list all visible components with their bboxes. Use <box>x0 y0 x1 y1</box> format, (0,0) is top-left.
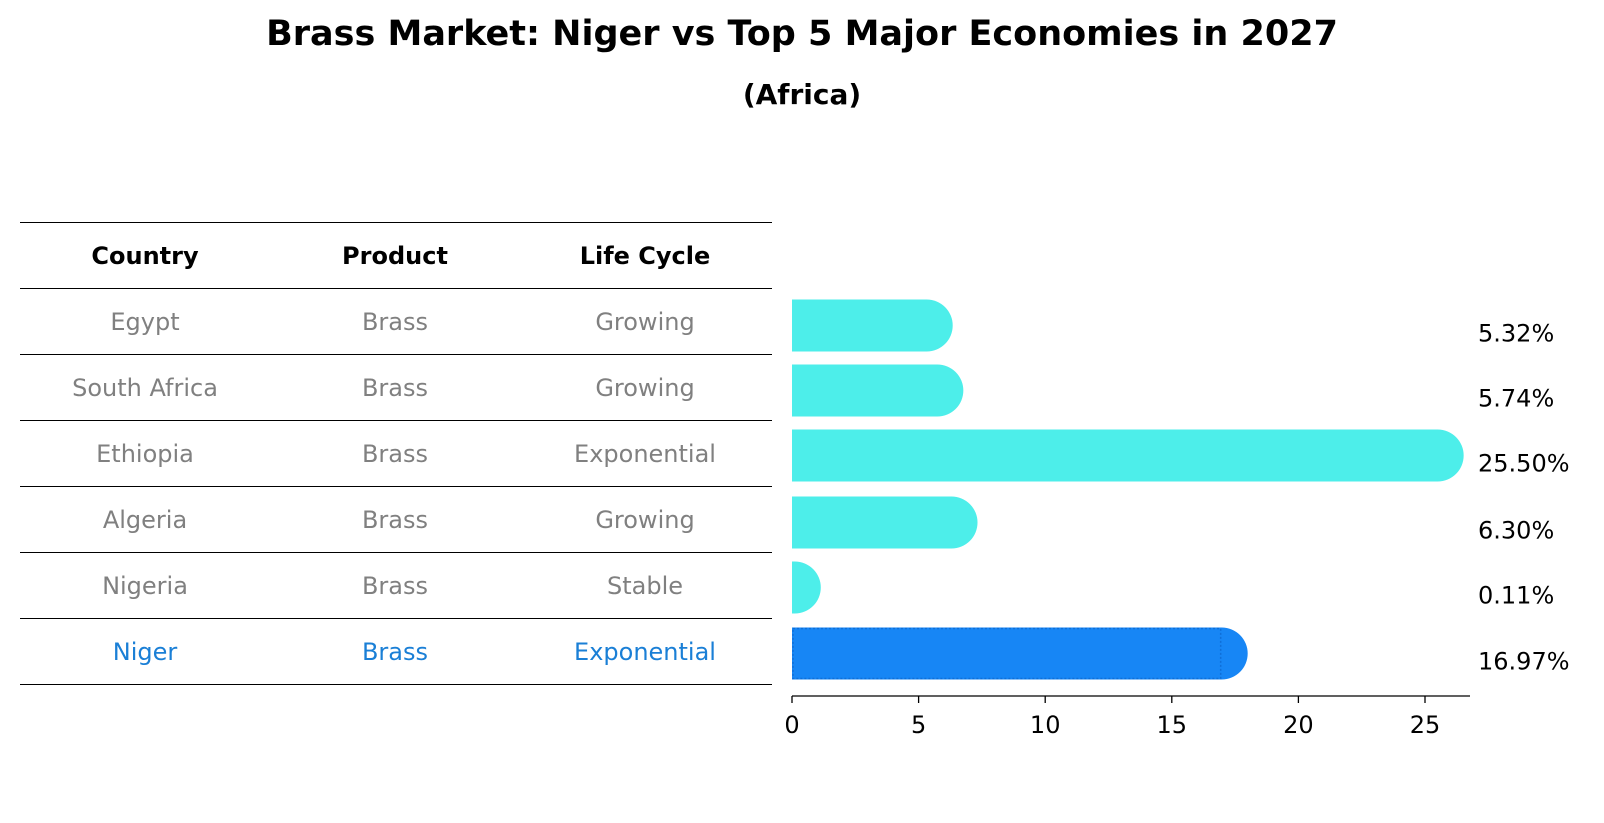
x-tick-label: 20 <box>1283 711 1314 739</box>
bar-value-label: 16.97% <box>1478 648 1570 676</box>
cell-product: Brass <box>361 571 429 600</box>
bar-south-africa <box>792 364 964 417</box>
bar-value-label: 6.30% <box>1478 517 1554 545</box>
cell-product: Brass <box>361 505 429 534</box>
cell-life-cycle: Exponential <box>574 637 716 666</box>
chart-title: Brass Market: Niger vs Top 5 Major Econo… <box>266 14 1338 54</box>
x-tick-label: 0 <box>784 711 799 739</box>
table-row: Nigeria Brass Stable <box>20 552 772 618</box>
table-row-highlight: Niger Brass Exponential <box>20 618 772 685</box>
bar-nigeria <box>792 561 821 614</box>
chart-subtitle: (Africa) <box>742 78 862 111</box>
table-header-row: Country Product Life Cycle <box>20 222 772 288</box>
cell-product: Brass <box>361 439 429 468</box>
bar-highlight-outline <box>792 627 1222 680</box>
bar-value-label: 5.32% <box>1478 320 1554 348</box>
x-tick-label: 10 <box>1030 711 1061 739</box>
header-country: Country <box>91 241 199 270</box>
cell-life-cycle: Growing <box>595 307 695 336</box>
cell-country: Ethiopia <box>96 439 194 468</box>
header-life-cycle: Life Cycle <box>579 241 711 270</box>
cell-life-cycle: Stable <box>606 571 684 600</box>
cell-product: Brass <box>361 307 429 336</box>
bar-ethiopia <box>792 429 1464 482</box>
x-tick-label: 25 <box>1410 711 1441 739</box>
bar-value-label: 0.11% <box>1478 582 1554 610</box>
cell-product: Brass <box>361 373 429 402</box>
cell-life-cycle: Growing <box>595 373 695 402</box>
cell-country: Algeria <box>102 505 188 534</box>
bar-algeria <box>792 496 978 549</box>
x-tick-label: 5 <box>911 711 926 739</box>
table-row: Egypt Brass Growing <box>20 288 772 354</box>
data-table: Country Product Life Cycle Egypt Brass G… <box>20 222 772 685</box>
x-tick-label: 15 <box>1157 711 1188 739</box>
table-row: Algeria Brass Growing <box>20 486 772 552</box>
cell-country: Niger <box>112 637 178 666</box>
cell-life-cycle: Growing <box>595 505 695 534</box>
bar-egypt <box>792 299 953 352</box>
cell-product: Brass <box>361 637 429 666</box>
cell-country: South Africa <box>72 373 218 402</box>
table-row: South Africa Brass Growing <box>20 354 772 420</box>
bar-value-label: 5.74% <box>1478 385 1554 413</box>
cell-country: Egypt <box>110 307 180 336</box>
cell-life-cycle: Exponential <box>574 439 716 468</box>
header-product: Product <box>342 241 448 270</box>
cell-country: Nigeria <box>102 571 188 600</box>
table-row: Ethiopia Brass Exponential <box>20 420 772 486</box>
bar-niger <box>792 627 1248 680</box>
bar-value-label: 25.50% <box>1478 450 1570 478</box>
